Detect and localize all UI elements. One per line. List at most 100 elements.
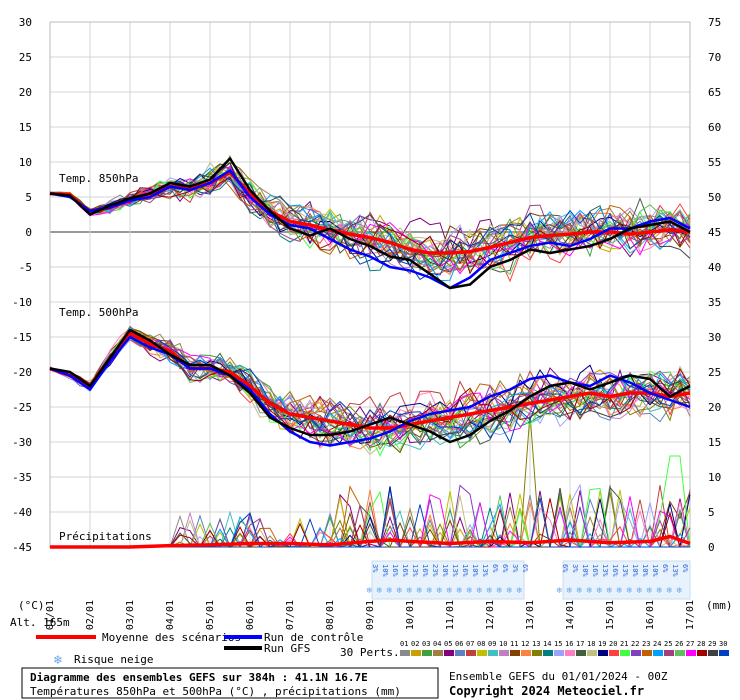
- member-id: 04: [433, 640, 441, 648]
- snow-risk-pct: 13%: [621, 564, 629, 577]
- snowflake-icon: ❄: [566, 586, 573, 595]
- snow-risk-pct: 10%: [471, 564, 479, 577]
- date-label: 14/01: [565, 600, 576, 630]
- snow-risk-pct: 10%: [381, 564, 389, 577]
- member-id: 21: [620, 640, 628, 648]
- snow-risk-pct: 13%: [481, 564, 489, 577]
- legend-mean-label: Moyenne des scénarios: [102, 631, 241, 644]
- left-tick-label: -15: [12, 331, 32, 344]
- member-swatch: [521, 650, 531, 656]
- snowflake-icon: ❄: [616, 586, 623, 595]
- member-swatch: [532, 650, 542, 656]
- snow-risk-pct: 16%: [391, 564, 399, 577]
- left-tick-label: 0: [25, 226, 32, 239]
- left-tick-label: -5: [19, 261, 32, 274]
- member-id: 18: [587, 640, 595, 648]
- snow-risk-pct: 10%: [581, 564, 589, 577]
- snow-risk-pct: 6%: [561, 564, 569, 573]
- member-swatch: [620, 650, 630, 656]
- member-id: 19: [598, 640, 606, 648]
- snowflake-icon: ❄: [506, 586, 513, 595]
- member-swatch: [433, 650, 443, 656]
- date-label: 04/01: [165, 600, 176, 630]
- date-label: 12/01: [485, 600, 496, 630]
- right-tick-label: 20: [708, 401, 721, 414]
- member-id: 22: [631, 640, 639, 648]
- x-axis-dates: 01/01 02/01 03/01 04/01 05/01 06/01 07/01 08/01…: [45, 600, 696, 630]
- member-swatch: [488, 650, 498, 656]
- legend-snow-label: Risque neige: [74, 653, 153, 666]
- date-label: 17/01: [685, 600, 696, 630]
- member-id: 15: [554, 640, 562, 648]
- right-tick-label: 55: [708, 156, 721, 169]
- date-label: 01/01: [45, 600, 56, 630]
- snow-risk-band: 3% ❄ 10% ❄ 16% ❄ 16% ❄ 13% ❄ 16% ❄ 23% ❄ 10% ❄ 13% ❄ 16% ❄ 1…: [366, 560, 691, 600]
- snow-band-bg-2: [562, 560, 691, 600]
- member-swatch: [598, 650, 608, 656]
- snowflake-icon: ❄: [366, 586, 373, 595]
- grid: [49, 21, 691, 548]
- ensemble-member-line: [49, 171, 691, 257]
- snowflake-icon: ❄: [416, 586, 423, 595]
- member-swatch: [631, 650, 641, 656]
- snow-risk-pct: 6%: [661, 564, 669, 573]
- date-label: 08/01: [325, 600, 336, 630]
- member-swatch: [642, 650, 652, 656]
- run-label: Ensemble GEFS du 01/01/2024 - 00Z: [449, 670, 668, 683]
- date-label: 10/01: [405, 600, 416, 630]
- member-swatch: [554, 650, 564, 656]
- snow-risk-pct: 6%: [681, 564, 689, 573]
- snowflake-icon: ❄: [556, 586, 563, 595]
- left-tick-label: -45: [12, 541, 32, 554]
- snowflake-icon: ❄: [626, 586, 633, 595]
- precip-section-label: Précipitations: [59, 530, 152, 543]
- snowflake-icon: ❄: [406, 586, 413, 595]
- series-t850-1: [49, 169, 691, 290]
- right-tick-label: 75: [708, 16, 721, 29]
- snow-risk-pct: 10%: [441, 564, 449, 577]
- member-swatch: [477, 650, 487, 656]
- member-swatch: [609, 650, 619, 656]
- right-tick-label: 70: [708, 51, 721, 64]
- snow-risk-pct: 3%: [571, 564, 579, 573]
- copyright: Copyright 2024 Meteociel.fr: [449, 684, 644, 698]
- member-id: 17: [576, 640, 584, 648]
- snowflake-icon: ❄: [576, 586, 583, 595]
- member-id: 09: [488, 640, 496, 648]
- ensemble-member-line: [49, 330, 691, 444]
- member-swatch: [422, 650, 432, 656]
- date-label: 03/01: [125, 600, 136, 630]
- date-label: 02/01: [85, 600, 96, 630]
- member-swatch: [444, 650, 454, 656]
- right-tick-label: 0: [708, 541, 715, 554]
- member-swatch: [499, 650, 509, 656]
- snow-risk-pct: 13%: [451, 564, 459, 577]
- member-id: 28: [697, 640, 705, 648]
- member-id: 06: [455, 640, 463, 648]
- snowflake-icon: ❄: [586, 586, 593, 595]
- t850-section-label: Temp. 850hPa: [59, 172, 138, 185]
- snowflake-icon: ❄: [476, 586, 483, 595]
- snowflake-icon: ❄: [426, 586, 433, 595]
- date-label: 05/01: [205, 600, 216, 630]
- snow-risk-pct: 16%: [611, 564, 619, 577]
- member-swatch: [708, 650, 718, 656]
- date-label: 07/01: [285, 600, 296, 630]
- left-tick-label: -10: [12, 296, 32, 309]
- member-id: 29: [708, 640, 716, 648]
- series-precip-6: [50, 534, 691, 549]
- snow-risk-pct: 6%: [501, 564, 509, 573]
- right-tick-label: 35: [708, 296, 721, 309]
- member-swatch: [664, 650, 674, 656]
- snow-risk-pct: 10%: [631, 564, 639, 577]
- member-swatch: [455, 650, 465, 656]
- series-t500-4: [49, 335, 691, 447]
- member-swatch: [587, 650, 597, 656]
- snowflake-icon: ❄: [53, 653, 63, 667]
- left-tick-label: 10: [19, 156, 32, 169]
- member-id: 05: [444, 640, 452, 648]
- snow-risk-pct: 6%: [491, 564, 499, 573]
- right-tick-label: 25: [708, 366, 721, 379]
- snowflake-icon: ❄: [666, 586, 673, 595]
